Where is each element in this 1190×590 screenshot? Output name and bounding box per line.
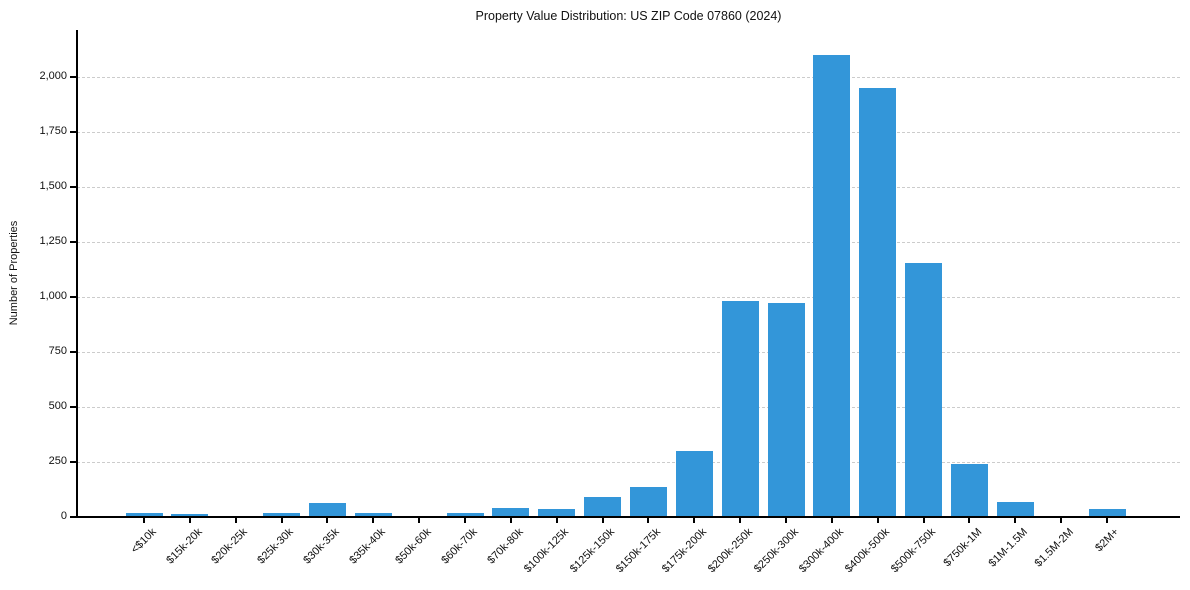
gridline: [77, 352, 1180, 354]
gridline: [77, 462, 1180, 463]
gridline: [77, 242, 1180, 244]
x-tick-label: $50k-60k: [393, 526, 434, 567]
x-tick-mark: [1060, 518, 1063, 523]
bar: [950, 464, 988, 517]
x-tick-mark: [739, 518, 742, 523]
bar: [538, 509, 576, 517]
gridline: [77, 77, 1180, 79]
gridline: [77, 407, 1180, 409]
bar: [721, 301, 759, 517]
x-tick-mark: [876, 518, 879, 523]
bar: [675, 451, 713, 517]
y-tick-label: 750: [48, 345, 67, 358]
x-tick-label: $150k-175k: [613, 526, 663, 576]
x-tick-label: $125k-150k: [567, 526, 618, 576]
x-tick-mark: [188, 518, 191, 523]
x-tick-label: $200k-250k: [705, 526, 755, 576]
y-tick-label: 2,000: [39, 70, 67, 83]
bar: [1088, 509, 1126, 517]
bar: [767, 302, 805, 517]
x-tick-label: $100k-125k: [522, 526, 572, 576]
x-tick-mark: [922, 518, 925, 523]
y-tick-label: 1,250: [39, 235, 67, 248]
x-axis-spine: [76, 516, 1180, 518]
x-tick-label: $70k-80k: [484, 526, 526, 567]
bar: [263, 512, 301, 517]
bar: [354, 513, 392, 517]
x-tick-label: $250k-300k: [751, 526, 801, 576]
bar: [446, 512, 484, 517]
bar: [492, 507, 530, 517]
y-tick-label: 1,750: [39, 125, 67, 138]
x-tick-label: $300k-400k: [797, 526, 847, 576]
x-tick-label: $1M-1.5M: [986, 526, 1030, 570]
x-tick-label: $20k-25k: [209, 526, 251, 567]
chart-title: Property Value Distribution: US ZIP Code…: [475, 9, 782, 23]
y-tick-label: 0: [60, 510, 67, 522]
bar: [859, 88, 897, 517]
y-tick-mark: [70, 461, 76, 463]
x-tick-mark: [143, 518, 145, 523]
y-tick-mark: [70, 76, 76, 79]
bar: [905, 262, 943, 517]
x-tick-mark: [1106, 518, 1109, 523]
y-tick-label: 500: [48, 400, 67, 413]
bar: [171, 514, 209, 517]
x-tick-label: $1.5M-2M: [1032, 526, 1076, 570]
x-tick-mark: [464, 518, 467, 523]
x-tick-label: $400k-500k: [843, 526, 893, 576]
y-tick-mark: [70, 296, 76, 299]
x-tick-label: $35k-40k: [347, 526, 388, 567]
x-tick-mark: [1014, 518, 1017, 523]
x-tick-mark: [280, 518, 283, 523]
x-tick-mark: [601, 518, 604, 523]
x-tick-label: $500k-750k: [888, 526, 939, 576]
gridline: [77, 297, 1180, 299]
x-tick-label: $750k-1M: [940, 526, 984, 570]
y-tick-mark: [70, 131, 76, 134]
y-tick-mark: [70, 186, 76, 189]
x-tick-label: $175k-200k: [659, 526, 709, 576]
y-tick-mark: [70, 241, 76, 244]
x-tick-label: $60k-70k: [439, 526, 480, 567]
x-tick-mark: [555, 518, 558, 523]
y-axis-spine: [76, 30, 78, 518]
x-tick-label: $25k-30k: [255, 526, 297, 567]
y-tick-label: 1,500: [39, 180, 67, 193]
bar: [584, 497, 622, 517]
x-tick-mark: [418, 518, 421, 523]
gridline: [77, 132, 1180, 134]
x-tick-mark: [647, 518, 650, 523]
bar: [629, 486, 667, 517]
x-tick-mark: [326, 518, 329, 523]
x-tick-mark: [509, 518, 512, 523]
x-tick-label: $30k-35k: [301, 526, 342, 567]
y-tick-label: 1,000: [39, 290, 67, 303]
x-tick-mark: [968, 518, 971, 523]
y-tick-label: 250: [48, 455, 67, 467]
x-tick-mark: [372, 518, 375, 523]
y-tick-mark: [70, 351, 76, 354]
bar: [308, 503, 346, 517]
plot-area: [77, 30, 1180, 517]
x-tick-mark: [693, 518, 696, 523]
y-tick-mark: [70, 406, 76, 409]
bar: [996, 501, 1034, 517]
gridline: [77, 187, 1180, 189]
x-tick-label: $15k-20k: [163, 526, 205, 567]
y-tick-mark: [70, 516, 76, 518]
x-tick-mark: [785, 518, 788, 523]
x-tick-label: $2M+: [1093, 526, 1122, 555]
x-tick-label: <$10k: [128, 526, 159, 556]
x-tick-mark: [830, 518, 833, 523]
x-tick-mark: [234, 518, 237, 523]
bar: [813, 55, 851, 517]
bar: [125, 512, 163, 517]
